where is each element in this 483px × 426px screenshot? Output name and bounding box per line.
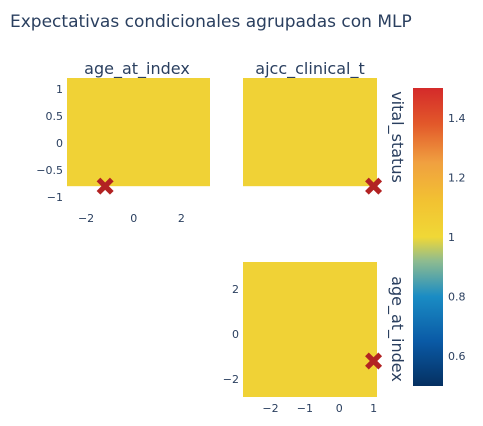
panel-age-vital: −2 0 2 −1 −0.5 0 0.5 1 age_at_index [36, 59, 210, 225]
y-tick-label: −1 [47, 191, 63, 204]
row-title: vital_status [387, 91, 407, 183]
colorbar-tick-label: 1.4 [448, 112, 466, 125]
column-title: age_at_index [84, 59, 190, 79]
marker-x [365, 177, 383, 195]
y-tick-label: 2 [232, 283, 239, 296]
y-tick-label: 0.5 [46, 110, 64, 123]
colorbar-tick-label: 0.6 [448, 350, 466, 363]
y-tick-label: 0 [232, 328, 239, 341]
heatmap-cell [243, 262, 377, 397]
y-tick-label: 1 [56, 83, 63, 96]
heatmap-cell [243, 78, 377, 187]
x-tick-label: −1 [297, 402, 313, 415]
colorbar-ticks: 0.6 0.8 1 1.2 1.4 [448, 112, 466, 363]
column-title: ajcc_clinical_t [255, 59, 364, 79]
row-title: age_at_index [387, 276, 407, 382]
y-tick-label: −2 [223, 373, 239, 386]
colorbar-tick-label: 0.8 [448, 291, 466, 304]
y-tick-label: −0.5 [36, 164, 63, 177]
x-tick-label: −2 [78, 212, 94, 225]
colorbar-gradient [413, 88, 443, 386]
chart-title: Expectativas condicionales agrupadas con… [10, 12, 412, 32]
x-tick-label: 0 [130, 212, 137, 225]
panel-ajcc-vital: ajcc_clinical_t vital_status [243, 59, 407, 195]
x-tick-label: 1 [370, 402, 377, 415]
y-tick-label: 0 [56, 137, 63, 150]
marker-x [365, 352, 383, 370]
marker-x [96, 177, 114, 195]
x-tick-label: −2 [262, 402, 278, 415]
x-tick-label: 2 [178, 212, 185, 225]
panel-ajcc-age: −2 −1 0 1 −2 0 2 age_at_index [223, 262, 407, 415]
colorbar-tick-label: 1 [448, 231, 455, 244]
colorbar: 0.6 0.8 1 1.2 1.4 [413, 88, 466, 386]
x-tick-label: 0 [336, 402, 343, 415]
heatmap-cell [67, 78, 210, 187]
colorbar-tick-label: 1.2 [448, 171, 466, 184]
